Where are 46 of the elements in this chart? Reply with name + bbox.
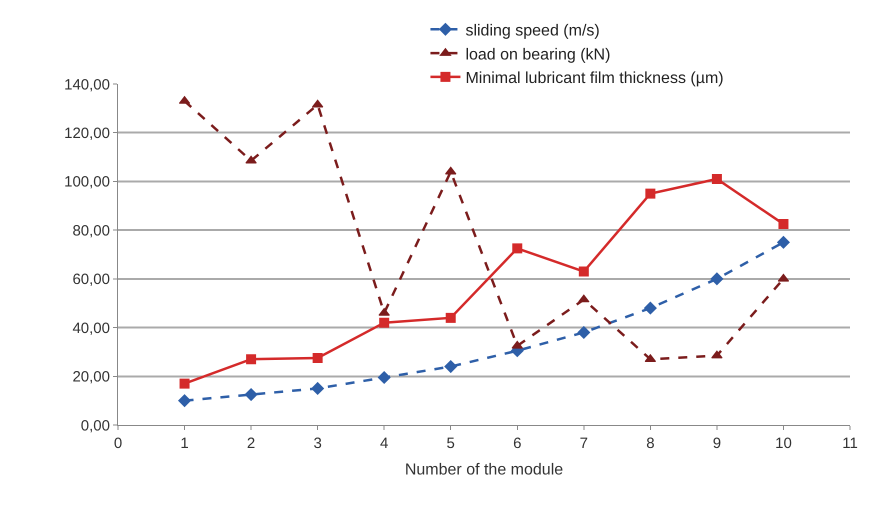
point	[180, 378, 190, 389]
y-tick-label: 140,00	[64, 76, 110, 94]
x-tick-label: 11	[842, 435, 858, 452]
point	[577, 326, 590, 339]
point	[378, 308, 390, 316]
x-tick-label: 3	[313, 435, 322, 452]
point	[378, 371, 391, 384]
point	[444, 360, 458, 373]
point	[712, 174, 722, 184]
point	[446, 312, 456, 323]
point	[311, 382, 324, 395]
point	[778, 274, 790, 282]
y-tick-label: 40,00	[72, 320, 110, 337]
y-tick-label: 80,00	[72, 222, 110, 240]
x-tick-label: 6	[513, 435, 522, 452]
x-axis-title: Number of the module	[404, 462, 564, 479]
x-tick-label: 8	[646, 435, 655, 452]
point	[710, 272, 724, 286]
x-tick-label: 7	[580, 435, 588, 452]
y-tick-label: 20,00	[72, 368, 110, 386]
x-tick-label: 4	[380, 435, 388, 452]
point	[178, 394, 191, 407]
y-tick-label: 60,00	[72, 271, 110, 288]
point	[777, 236, 790, 249]
legend-label: sliding speed (m/s)	[465, 22, 600, 40]
point	[645, 188, 656, 199]
legend-label: load on bearing (kN)	[465, 46, 610, 64]
point	[578, 266, 589, 277]
x-tick-label: 5	[446, 435, 455, 452]
point	[244, 388, 258, 401]
legend-label: Minimal lubricant film thickness (µm)	[465, 70, 724, 88]
point	[512, 243, 522, 254]
point	[644, 302, 657, 314]
point	[778, 219, 788, 230]
point	[512, 340, 523, 349]
y-tick-label: 0,00	[80, 417, 110, 434]
point	[312, 353, 323, 364]
point	[246, 354, 256, 364]
y-tick-label: 120,00	[64, 124, 110, 142]
x-tick-label: 10	[775, 435, 792, 452]
x-tick-label: 0	[114, 435, 122, 452]
x-tick-label: 9	[712, 435, 722, 452]
point	[379, 318, 390, 328]
x-tick-label: 1	[180, 435, 189, 452]
x-tick-label: 2	[246, 435, 256, 452]
y-tick-label: 100,00	[64, 174, 110, 191]
